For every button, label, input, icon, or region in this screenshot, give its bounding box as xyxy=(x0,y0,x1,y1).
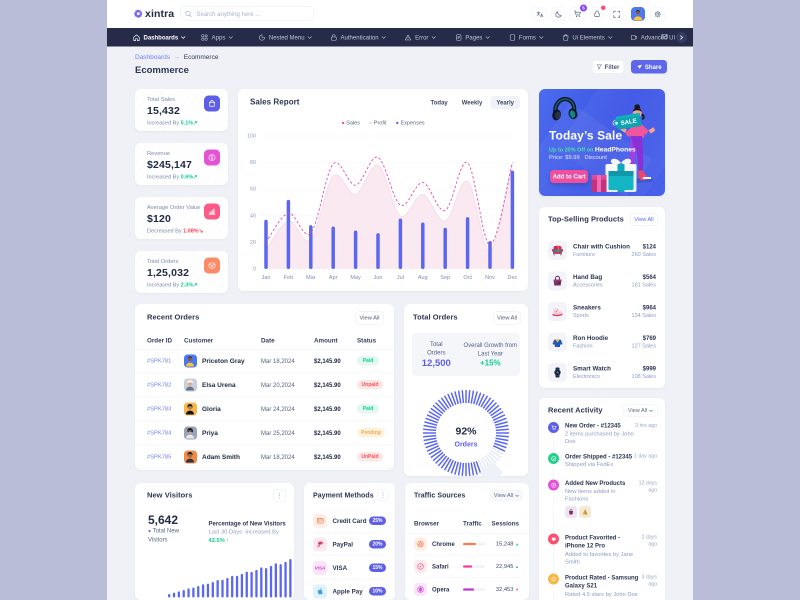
svg-text:Jun: Jun xyxy=(374,275,383,281)
svg-text:Dec: Dec xyxy=(508,275,518,281)
svg-text:Feb: Feb xyxy=(284,275,293,281)
svg-text:May: May xyxy=(350,275,361,281)
svg-text:SALE: SALE xyxy=(620,118,637,127)
svg-text:Apr: Apr xyxy=(329,275,338,281)
svg-text:Oct: Oct xyxy=(463,275,472,281)
svg-text:40: 40 xyxy=(250,213,256,219)
svg-text:0: 0 xyxy=(253,267,256,273)
svg-text:60: 60 xyxy=(250,187,256,193)
svg-text:80: 80 xyxy=(250,160,256,166)
svg-text:20: 20 xyxy=(250,240,256,246)
svg-text:Sep: Sep xyxy=(440,275,450,281)
svg-text:Aug: Aug xyxy=(418,275,428,281)
svg-text:100: 100 xyxy=(247,134,256,140)
svg-text:Mar: Mar xyxy=(306,275,316,281)
svg-text:Jan: Jan xyxy=(262,275,271,281)
svg-text:Nov: Nov xyxy=(485,275,495,281)
svg-text:Jul: Jul xyxy=(397,275,404,281)
